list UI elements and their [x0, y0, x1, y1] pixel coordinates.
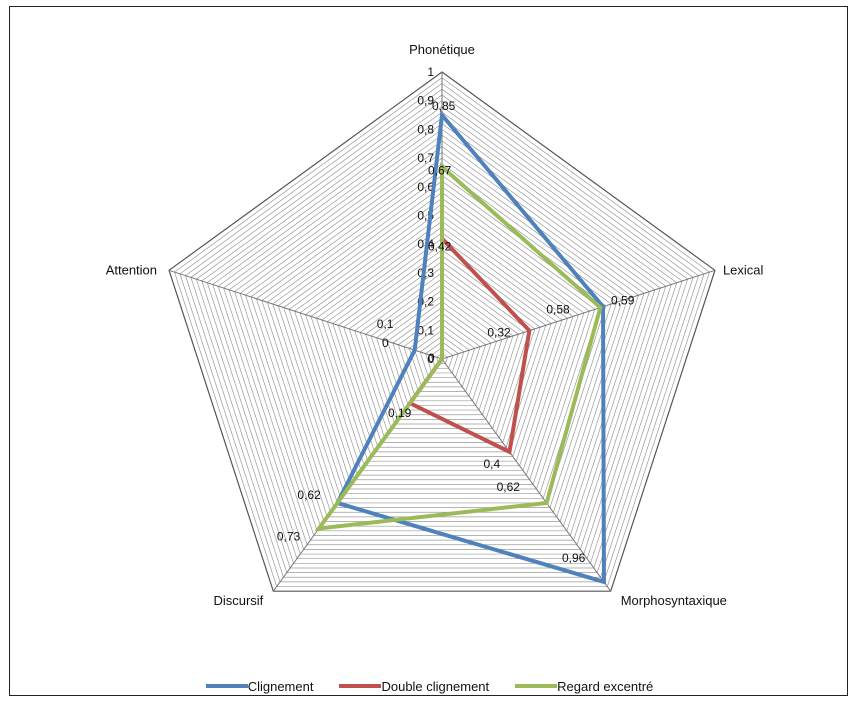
- grid-ring: [294, 203, 590, 485]
- category-label: Phonétique: [409, 42, 475, 57]
- grid-ring: [316, 226, 568, 467]
- legend-item-regard-excentre: Regard excentré: [515, 676, 653, 696]
- data-label: 0: [382, 336, 389, 350]
- grid-ring: [419, 335, 465, 378]
- legend-label-clignement: Clignement: [247, 678, 314, 694]
- grid-ring: [283, 192, 601, 495]
- grid-ring: [255, 163, 629, 518]
- grid-ring: [223, 128, 661, 546]
- grid-ring: [206, 111, 678, 560]
- grid-ring: [397, 312, 487, 397]
- grid-ring: [245, 151, 639, 527]
- grid-ring: [174, 77, 710, 587]
- grid-ring: [381, 295, 503, 411]
- grid-ring: [414, 329, 470, 383]
- grid-ring: [261, 169, 623, 513]
- data-label: 0,85: [432, 99, 456, 113]
- grid-ring: [359, 272, 525, 430]
- data-label: 0,4: [483, 457, 500, 471]
- radial-tick-label: 0,6: [417, 180, 434, 194]
- grid-ring: [239, 146, 645, 532]
- grid-ring: [185, 88, 699, 578]
- grid-ring: [228, 134, 656, 541]
- series-line: [334, 110, 606, 585]
- radial-tick-label: 0: [427, 352, 434, 366]
- grid-ring: [299, 209, 585, 481]
- grid-ring: [376, 289, 508, 416]
- data-label: 0,42: [428, 239, 452, 253]
- grid-ring: [365, 278, 519, 425]
- legend-swatch-clignement: [205, 684, 248, 688]
- legend-item-clignement: Clignement: [205, 676, 314, 696]
- grid-ring: [212, 117, 672, 555]
- data-label: 0,1: [377, 317, 394, 331]
- category-label: Lexical: [723, 262, 764, 277]
- legend-swatch-double-clignement: [339, 684, 382, 688]
- data-label: 0,58: [546, 303, 570, 317]
- grid-ring: [343, 255, 541, 443]
- axis-spoke: [168, 269, 443, 360]
- legend-label-double-clignement: Double clignement: [381, 678, 490, 694]
- data-label: 0,96: [562, 551, 586, 565]
- chart-frame: [9, 6, 848, 696]
- grid-ring: [332, 243, 552, 453]
- data-label: 0: [428, 351, 435, 365]
- data-label: 0,59: [611, 294, 635, 308]
- category-label: Discursif: [213, 593, 263, 608]
- grid-ring: [310, 220, 574, 471]
- grid-ring: [250, 157, 634, 522]
- category-label: Morphosyntaxique: [621, 593, 727, 608]
- grid-ring: [217, 123, 667, 550]
- radial-tick-label: 1: [427, 65, 434, 79]
- grid-ring: [425, 341, 459, 374]
- grid-ring: [386, 301, 498, 406]
- grid-ring: [201, 106, 683, 564]
- grid-ring: [179, 83, 705, 583]
- grid-ring: [168, 71, 716, 592]
- legend: Clignement Double clignement Regard exce…: [0, 676, 859, 696]
- grid-ring: [436, 352, 448, 364]
- radial-tick-label: 0,8: [417, 122, 434, 136]
- series-line: [314, 162, 603, 531]
- grid-ring: [337, 249, 547, 448]
- radial-tick-label: 0,7: [417, 151, 434, 165]
- legend-item-double-clignement: Double clignement: [339, 676, 489, 696]
- legend-swatch-regard-excentre: [515, 684, 558, 688]
- grid-ring: [195, 100, 689, 569]
- grid-ring: [288, 197, 596, 490]
- data-label: 0,19: [388, 406, 412, 420]
- grid-ring: [392, 306, 492, 402]
- radial-tick-label: 0,1: [417, 323, 434, 337]
- grid-ring: [326, 238, 558, 457]
- category-label: Attention: [106, 262, 157, 277]
- data-label: 0,62: [497, 480, 521, 494]
- data-label: 0,62: [297, 488, 321, 502]
- data-label: 0,73: [277, 529, 301, 543]
- data-label: 0,67: [428, 164, 452, 178]
- grid-ring: [354, 266, 530, 434]
- axis-spoke: [441, 269, 716, 360]
- data-label: 0,32: [487, 326, 511, 340]
- legend-label-regard-excentre: Regard excentré: [557, 678, 654, 694]
- grid-ring: [190, 94, 694, 573]
- grid-ring: [266, 174, 618, 508]
- radial-tick-label: 0,9: [417, 94, 434, 108]
- grid-ring: [321, 232, 563, 462]
- grid-ring: [430, 347, 454, 369]
- grid-ring: [305, 215, 579, 476]
- axis-spoke: [441, 358, 612, 592]
- grid-ring: [403, 318, 481, 392]
